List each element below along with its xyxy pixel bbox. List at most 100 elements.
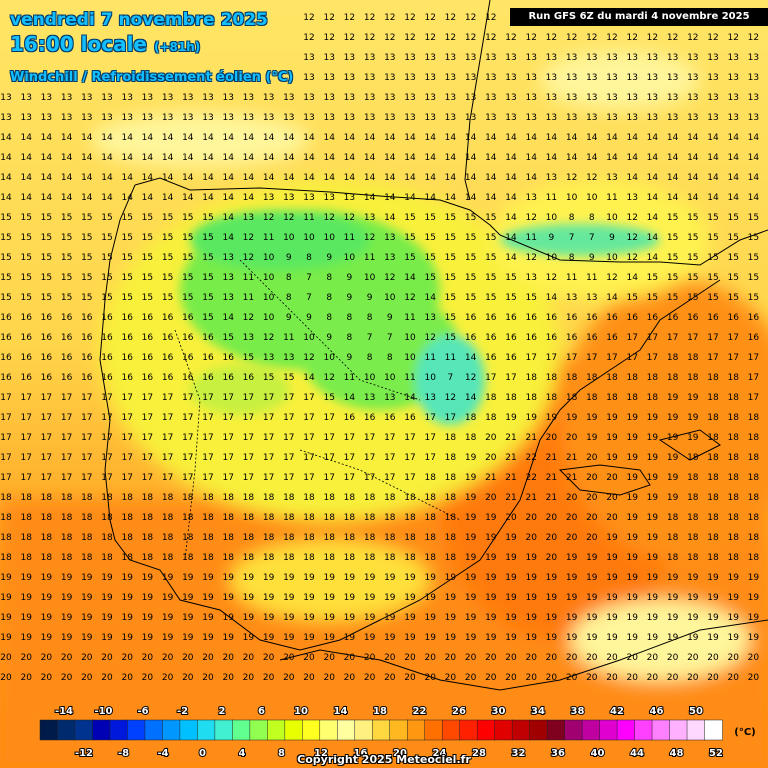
grid-value: 17 <box>222 433 233 443</box>
grid-value: 17 <box>647 333 658 343</box>
grid-value: 10 <box>323 353 335 363</box>
grid-value: 13 <box>546 73 557 83</box>
legend-swatch <box>546 719 566 741</box>
grid-value: 18 <box>626 373 638 383</box>
grid-value: 11 <box>283 333 294 343</box>
grid-value: 13 <box>525 53 536 63</box>
grid-value: 15 <box>182 213 193 223</box>
grid-value: 18 <box>707 453 719 463</box>
grid-value: 18 <box>687 553 699 563</box>
grid-value: 17 <box>0 453 11 463</box>
grid-value: 20 <box>162 653 174 663</box>
grid-value: 17 <box>101 433 112 443</box>
grid-value: 13 <box>384 113 395 123</box>
grid-value: 14 <box>445 193 457 203</box>
grid-value: 14 <box>727 193 739 203</box>
grid-value: 17 <box>121 413 132 423</box>
grid-value: 14 <box>20 153 32 163</box>
grid-value: 19 <box>303 613 315 623</box>
grid-value: 19 <box>505 573 517 583</box>
grid-value: 10 <box>263 253 275 263</box>
grid-value: 15 <box>748 213 759 223</box>
grid-value: 21 <box>505 453 516 463</box>
grid-value: 18 <box>707 373 719 383</box>
grid-value: 11 <box>586 273 597 283</box>
grid-value: 20 <box>647 673 659 683</box>
grid-value: 16 <box>505 313 517 323</box>
grid-value: 18 <box>626 393 638 403</box>
grid-value: 19 <box>61 593 73 603</box>
grid-value: 12 <box>546 273 557 283</box>
grid-value: 15 <box>727 213 738 223</box>
grid-value: 18 <box>748 453 760 463</box>
grid-value: 20 <box>121 653 133 663</box>
grid-value: 18 <box>586 393 598 403</box>
grid-value: 19 <box>101 573 113 583</box>
grid-value: 17 <box>667 333 678 343</box>
grid-value: 21 <box>505 473 516 483</box>
grid-value: 16 <box>687 313 699 323</box>
grid-value: 18 <box>445 513 457 523</box>
grid-value: 10 <box>546 213 558 223</box>
grid-value: 19 <box>707 613 719 623</box>
grid-value: 14 <box>263 173 275 183</box>
grid-value: 15 <box>707 253 718 263</box>
grid-value: 19 <box>283 593 295 603</box>
grid-value: 18 <box>162 553 174 563</box>
grid-value: 17 <box>61 473 72 483</box>
grid-value: 19 <box>566 413 578 423</box>
grid-value: 19 <box>485 513 497 523</box>
grid-value: 14 <box>505 213 517 223</box>
grid-value: 18 <box>647 393 659 403</box>
grid-value: 19 <box>626 573 638 583</box>
grid-value: 11 <box>445 353 456 363</box>
grid-value: 16 <box>222 373 234 383</box>
grid-value: 15 <box>41 213 52 223</box>
grid-value: 16 <box>81 333 93 343</box>
grid-value: 19 <box>445 573 457 583</box>
grid-value: 18 <box>424 553 436 563</box>
grid-value: 9 <box>387 313 393 323</box>
grid-value: 14 <box>687 173 699 183</box>
grid-value: 15 <box>142 213 153 223</box>
grid-value: 11 <box>263 233 274 243</box>
legend-swatch <box>57 719 76 741</box>
grid-value: 20 <box>222 653 234 663</box>
grid-value: 16 <box>505 353 517 363</box>
grid-value: 12 <box>424 13 435 23</box>
grid-value: 19 <box>748 593 760 603</box>
grid-value: 20 <box>586 513 598 523</box>
grid-value: 15 <box>525 293 536 303</box>
grid-value: 10 <box>546 253 558 263</box>
grid-value: 19 <box>485 553 497 563</box>
grid-value: 19 <box>626 473 638 483</box>
grid-value: 13 <box>202 93 213 103</box>
grid-value: 20 <box>485 493 497 503</box>
grid-value: 20 <box>384 653 396 663</box>
grid-value: 18 <box>20 553 32 563</box>
grid-value: 19 <box>525 573 537 583</box>
grid-value: 17 <box>222 453 233 463</box>
grid-value: 13 <box>424 313 435 323</box>
grid-value: 12 <box>384 273 395 283</box>
grid-value: 20 <box>0 653 12 663</box>
grid-value: 13 <box>424 113 435 123</box>
grid-value: 18 <box>182 493 194 503</box>
grid-value: 16 <box>546 333 558 343</box>
grid-value: 16 <box>162 353 174 363</box>
grid-value: 14 <box>546 153 558 163</box>
grid-value: 20 <box>647 653 659 663</box>
grid-value: 15 <box>81 253 92 263</box>
grid-value: 20 <box>566 433 578 443</box>
grid-value: 15 <box>61 253 72 263</box>
grid-value: 17 <box>748 353 759 363</box>
grid-value: 16 <box>162 333 174 343</box>
grid-value: 18 <box>263 513 275 523</box>
grid-value: 13 <box>525 93 536 103</box>
grid-value: 14 <box>162 153 174 163</box>
grid-value: 16 <box>142 353 154 363</box>
grid-value: 20 <box>303 673 315 683</box>
grid-value: 14 <box>222 233 234 243</box>
grid-value: 16 <box>182 353 194 363</box>
grid-value: 14 <box>667 133 679 143</box>
